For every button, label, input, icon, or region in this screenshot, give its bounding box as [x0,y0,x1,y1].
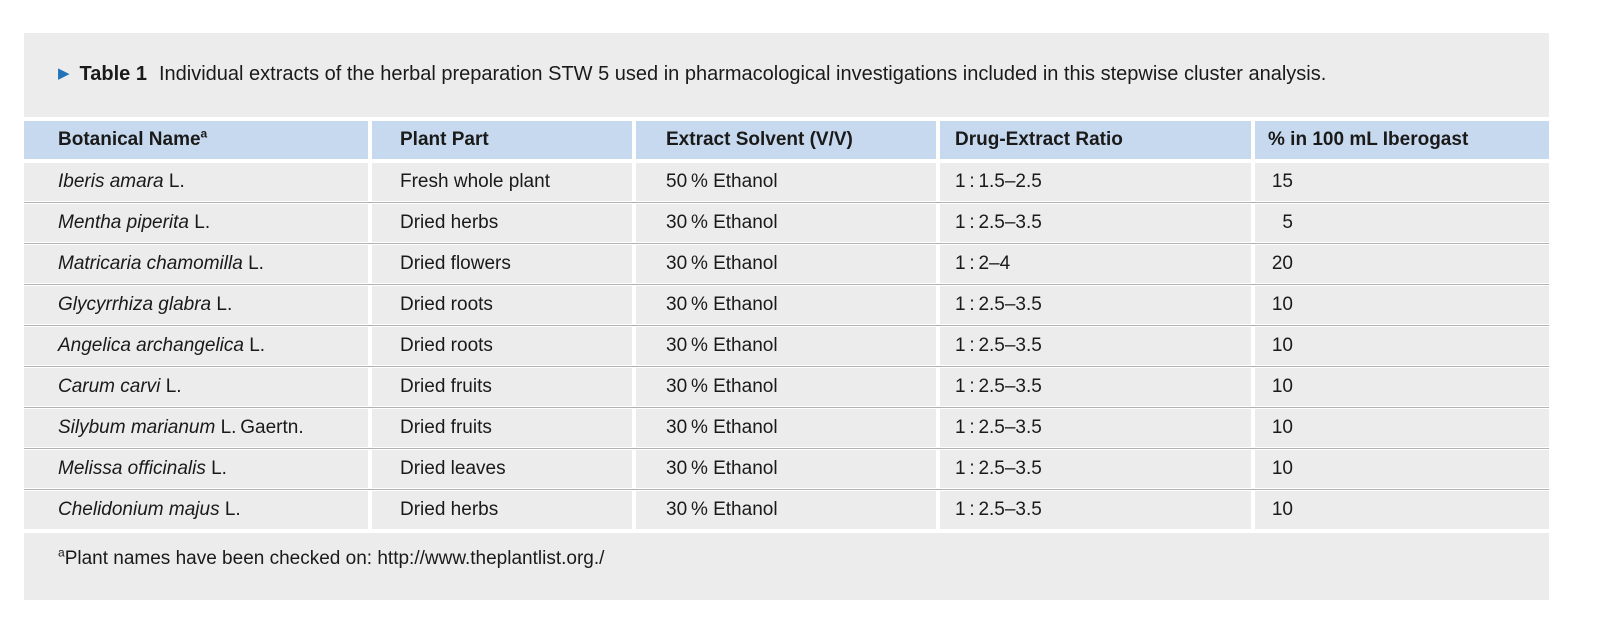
cell-plant-part: Dried herbs [368,204,632,242]
cell-botanical-name: Melissa officinalis L. [24,450,368,488]
cell-botanical-name: Iberis amara L. [24,163,368,201]
cell-extract-solvent: 30 % Ethanol [632,450,936,488]
column-header-plant-part-label: Plant Part [400,129,489,150]
table-footnote: aPlant names have been checked on: http:… [24,533,1549,570]
row-divider [24,324,1549,327]
column-header-percent-iberogast-label: % in 100 mL Iberogast [1268,129,1469,150]
cell-extract-solvent: 30 % Ethanol [632,368,936,406]
table-row: Chelidonium majus L. Dried herbs 30 % Et… [24,491,1549,529]
cell-extract-solvent: 30 % Ethanol [632,204,936,242]
cell-percent: 10 [1251,450,1549,488]
table-row: Melissa officinalis L. Dried leaves 30 %… [24,450,1549,488]
cell-drug-extract-ratio: 1 : 2.5–3.5 [936,286,1251,324]
caption-text: Individual extracts of the herbal prepar… [158,63,1327,85]
row-divider [24,447,1549,450]
column-header-extract-solvent-label: Extract Solvent (V/V) [666,129,853,150]
cell-botanical-name: Carum carvi L. [24,368,368,406]
header-body-divider [24,159,1549,163]
footnote-marker: a [58,545,65,560]
cell-plant-part: Dried leaves [368,450,632,488]
column-header-footnote-marker: a [200,126,208,141]
footnote-text: Plant names have been checked on: http:/… [64,548,605,569]
column-header-percent-iberogast: % in 100 mL Iberogast [1251,121,1549,159]
cell-extract-solvent: 50 % Ethanol [632,163,936,201]
row-divider [24,201,1549,204]
cell-plant-part: Dried roots [368,286,632,324]
cell-drug-extract-ratio: 1 : 2.5–3.5 [936,204,1251,242]
table-row: Glycyrrhiza glabra L. Dried roots 30 % E… [24,286,1549,324]
table-row: Carum carvi L. Dried fruits 30 % Ethanol… [24,368,1549,406]
cell-percent: 5 [1251,204,1549,242]
column-header-drug-extract-ratio-label: Drug-Extract Ratio [955,129,1123,150]
column-header-botanical-name-label: Botanical Name [58,129,201,150]
cell-drug-extract-ratio: 1 : 1.5–2.5 [936,163,1251,201]
row-divider [24,365,1549,368]
row-divider [24,488,1549,491]
table-row: Mentha piperita L. Dried herbs 30 % Etha… [24,204,1549,242]
cell-extract-solvent: 30 % Ethanol [632,245,936,283]
table-header-row: Botanical Namea Plant Part Extract Solve… [24,121,1549,159]
cell-percent: 10 [1251,286,1549,324]
row-divider [24,406,1549,409]
cell-botanical-name: Chelidonium majus L. [24,491,368,529]
cell-drug-extract-ratio: 1 : 2.5–3.5 [936,368,1251,406]
cell-botanical-name: Silybum marianum L. Gaertn. [24,409,368,447]
data-table: Botanical Namea Plant Part Extract Solve… [24,117,1549,533]
cell-drug-extract-ratio: 1 : 2–4 [936,245,1251,283]
cell-botanical-name: Glycyrrhiza glabra L. [24,286,368,324]
caption-triangle-icon: ▶ [58,65,70,82]
cell-drug-extract-ratio: 1 : 2.5–3.5 [936,491,1251,529]
cell-plant-part: Dried flowers [368,245,632,283]
cell-plant-part: Dried roots [368,327,632,365]
row-divider [24,242,1549,245]
cell-percent: 20 [1251,245,1549,283]
cell-plant-part: Dried fruits [368,409,632,447]
cell-extract-solvent: 30 % Ethanol [632,491,936,529]
table-row: Matricaria chamomilla L. Dried flowers 3… [24,245,1549,283]
cell-percent: 10 [1251,409,1549,447]
column-header-botanical-name: Botanical Namea [24,121,368,159]
cell-extract-solvent: 30 % Ethanol [632,286,936,324]
cell-plant-part: Dried fruits [368,368,632,406]
cell-extract-solvent: 30 % Ethanol [632,327,936,365]
cell-botanical-name: Mentha piperita L. [24,204,368,242]
cell-percent: 10 [1251,491,1549,529]
cell-drug-extract-ratio: 1 : 2.5–3.5 [936,409,1251,447]
cell-drug-extract-ratio: 1 : 2.5–3.5 [936,327,1251,365]
cell-plant-part: Fresh whole plant [368,163,632,201]
table-body: Iberis amara L. Fresh whole plant 50 % E… [24,163,1549,529]
cell-drug-extract-ratio: 1 : 2.5–3.5 [936,450,1251,488]
cell-percent: 10 [1251,327,1549,365]
caption-label: Table 1 [79,63,147,85]
column-header-plant-part: Plant Part [368,121,632,159]
row-divider [24,283,1549,286]
cell-botanical-name: Angelica archangelica L. [24,327,368,365]
table-row: Silybum marianum L. Gaertn. Dried fruits… [24,409,1549,447]
column-header-extract-solvent: Extract Solvent (V/V) [632,121,936,159]
column-header-drug-extract-ratio: Drug-Extract Ratio [936,121,1251,159]
table-row: Iberis amara L. Fresh whole plant 50 % E… [24,163,1549,201]
table-caption: ▶ Table 1 Individual extracts of the herba… [24,33,1549,117]
cell-botanical-name: Matricaria chamomilla L. [24,245,368,283]
table-row: Angelica archangelica L. Dried roots 30 … [24,327,1549,365]
table-panel: ▶ Table 1 Individual extracts of the herba… [24,33,1549,600]
cell-extract-solvent: 30 % Ethanol [632,409,936,447]
cell-percent: 10 [1251,368,1549,406]
cell-plant-part: Dried herbs [368,491,632,529]
cell-percent: 15 [1251,163,1549,201]
